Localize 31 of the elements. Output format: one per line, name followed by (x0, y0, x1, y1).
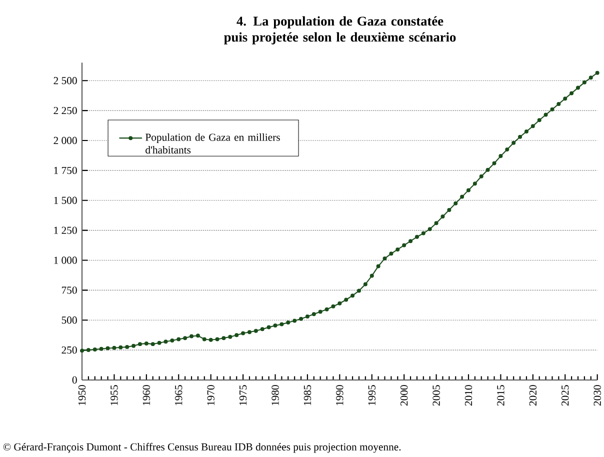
y-tick-label: 2 000 (54, 136, 77, 144)
x-tick-label: 1975 (239, 385, 247, 406)
y-tick-label: 1 500 (54, 196, 77, 204)
x-tick-label: 2015 (497, 385, 504, 406)
x-tick-label: 2030 (594, 385, 601, 406)
x-tick-label: 1990 (336, 385, 344, 406)
x-tick-label: 1955 (110, 385, 118, 406)
y-tick-label: 750 (62, 286, 77, 294)
x-tick-label: 1985 (304, 385, 312, 406)
y-tick-label: 250 (62, 346, 77, 354)
y-tick-label: 1 250 (54, 226, 77, 234)
y-tick-label: 500 (62, 316, 77, 324)
x-tick-label: 1980 (272, 385, 279, 406)
x-tick-label: 2000 (400, 385, 408, 406)
x-tick-label: 2005 (432, 385, 440, 406)
text: © Gérard-François Dumont - Chiffres Census Bureau IDB données puis projection moyenne. (3, 442, 401, 453)
x-tick-label: 2025 (562, 385, 569, 406)
x-tick-label: 2020 (529, 385, 537, 406)
y-tick-label: 1 750 (54, 166, 77, 174)
y-tick-label: 1 000 (54, 256, 77, 264)
x-tick-label: 1995 (368, 385, 376, 406)
legend-label: Population de Gaza en milliers d'habitants (146, 133, 280, 154)
y-tick-label: 0 (72, 376, 77, 384)
x-tick-label: 2010 (464, 385, 472, 406)
chart-title: 4. La population de Gaza constatée puis projetée selon le deuxième scénario (224, 16, 456, 44)
x-tick-label: 1970 (207, 385, 214, 406)
y-tick-label: 2 250 (54, 106, 77, 114)
x-tick-label: 1965 (175, 385, 182, 406)
x-tick-label: 1960 (142, 385, 150, 406)
y-tick-label: 2 500 (54, 77, 77, 84)
x-tick-label: 1950 (78, 385, 86, 406)
